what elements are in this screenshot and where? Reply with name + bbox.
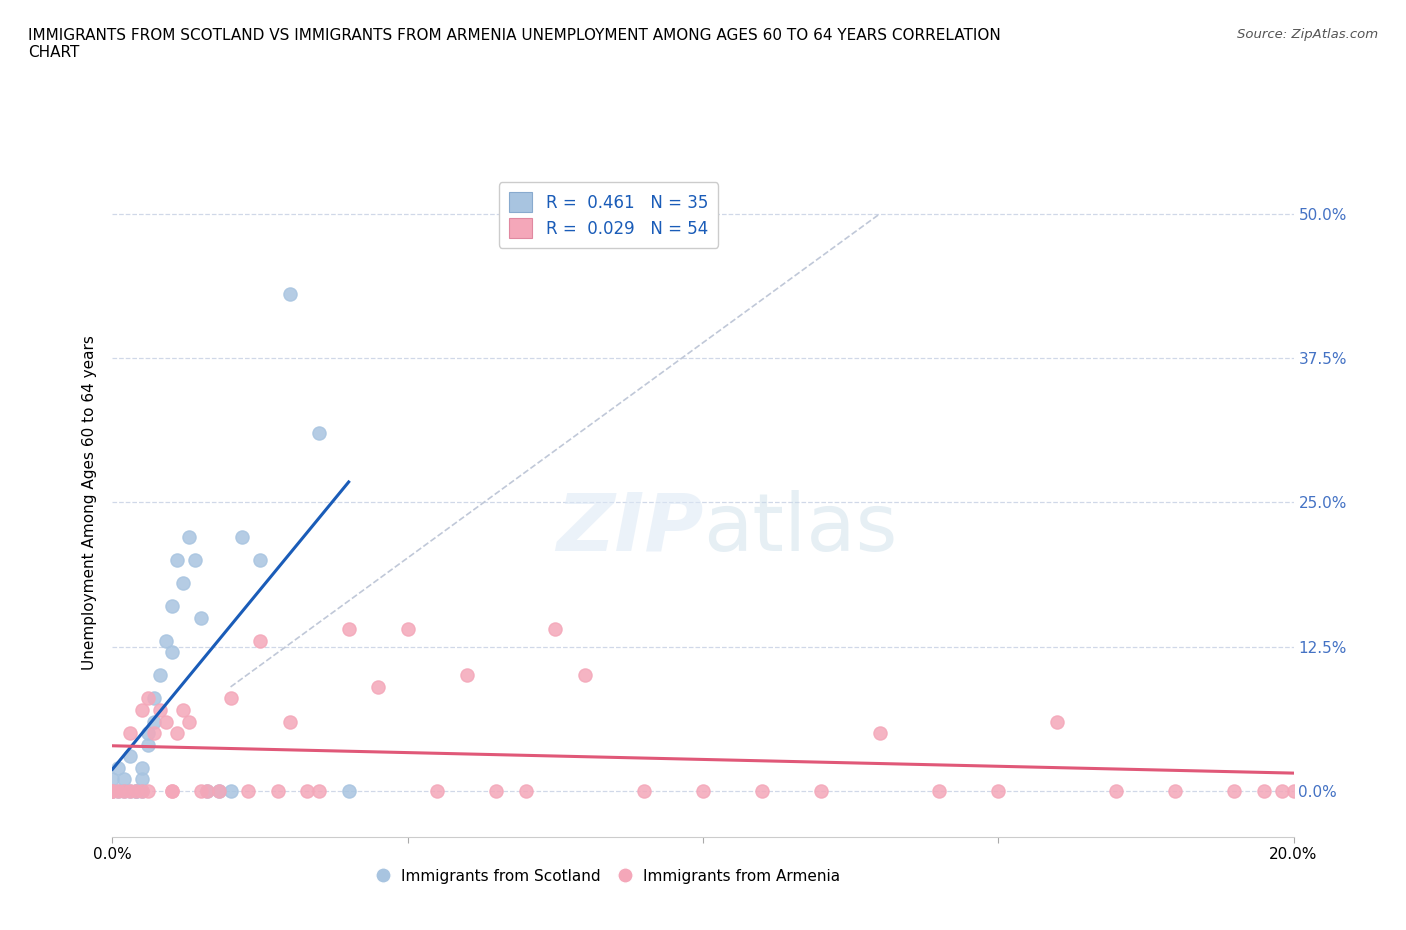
Point	[160, 599, 183, 614]
Point	[987, 783, 1010, 798]
Point	[456, 668, 478, 683]
Point	[136, 691, 159, 706]
Point	[136, 725, 159, 740]
Point	[308, 426, 330, 441]
Point	[1294, 783, 1316, 798]
Point	[142, 691, 165, 706]
Point	[1105, 783, 1128, 798]
Point	[112, 783, 135, 798]
Point	[101, 783, 124, 798]
Point	[131, 702, 153, 717]
Point	[810, 783, 832, 798]
Point	[231, 529, 253, 544]
Point	[172, 702, 194, 717]
Point	[120, 783, 142, 798]
Point	[131, 761, 153, 776]
Point	[190, 783, 212, 798]
Point	[208, 783, 231, 798]
Text: Source: ZipAtlas.com: Source: ZipAtlas.com	[1237, 28, 1378, 41]
Point	[249, 633, 271, 648]
Point	[166, 725, 188, 740]
Point	[515, 783, 537, 798]
Point	[120, 725, 142, 740]
Point	[195, 783, 218, 798]
Point	[142, 714, 165, 729]
Point	[692, 783, 714, 798]
Point	[107, 783, 129, 798]
Point	[249, 552, 271, 567]
Point	[172, 576, 194, 591]
Point	[107, 783, 129, 798]
Point	[238, 783, 260, 798]
Point	[125, 783, 148, 798]
Point	[195, 783, 218, 798]
Point	[208, 783, 231, 798]
Text: IMMIGRANTS FROM SCOTLAND VS IMMIGRANTS FROM ARMENIA UNEMPLOYMENT AMONG AGES 60 T: IMMIGRANTS FROM SCOTLAND VS IMMIGRANTS F…	[28, 28, 1001, 60]
Y-axis label: Unemployment Among Ages 60 to 64 years: Unemployment Among Ages 60 to 64 years	[82, 335, 97, 670]
Point	[337, 622, 360, 637]
Point	[149, 702, 172, 717]
Point	[142, 725, 165, 740]
Point	[112, 783, 135, 798]
Point	[308, 783, 330, 798]
Point	[1312, 725, 1334, 740]
Text: atlas: atlas	[703, 490, 897, 568]
Point	[267, 783, 290, 798]
Point	[101, 783, 124, 798]
Point	[367, 680, 389, 695]
Point	[101, 772, 124, 787]
Point	[337, 783, 360, 798]
Point	[112, 772, 135, 787]
Point	[1271, 783, 1294, 798]
Point	[485, 783, 508, 798]
Point	[190, 610, 212, 625]
Point	[136, 783, 159, 798]
Legend: Immigrants from Scotland, Immigrants from Armenia: Immigrants from Scotland, Immigrants fro…	[370, 862, 846, 890]
Point	[131, 772, 153, 787]
Text: ZIP: ZIP	[555, 490, 703, 568]
Point	[1253, 783, 1275, 798]
Point	[1046, 714, 1069, 729]
Point	[120, 783, 142, 798]
Point	[149, 668, 172, 683]
Point	[574, 668, 596, 683]
Point	[751, 783, 773, 798]
Point	[101, 783, 124, 798]
Point	[125, 783, 148, 798]
Point	[125, 783, 148, 798]
Point	[219, 783, 242, 798]
Point	[278, 287, 301, 302]
Point	[155, 633, 177, 648]
Point	[179, 714, 201, 729]
Point	[160, 644, 183, 659]
Point	[869, 725, 891, 740]
Point	[1223, 783, 1246, 798]
Point	[928, 783, 950, 798]
Point	[101, 783, 124, 798]
Point	[107, 761, 129, 776]
Point	[120, 749, 142, 764]
Point	[426, 783, 449, 798]
Point	[131, 783, 153, 798]
Point	[184, 552, 207, 567]
Point	[166, 552, 188, 567]
Point	[278, 714, 301, 729]
Point	[1282, 783, 1305, 798]
Point	[160, 783, 183, 798]
Point	[136, 737, 159, 752]
Point	[155, 714, 177, 729]
Point	[131, 783, 153, 798]
Point	[160, 783, 183, 798]
Point	[633, 783, 655, 798]
Point	[544, 622, 567, 637]
Point	[297, 783, 319, 798]
Point	[179, 529, 201, 544]
Point	[1164, 783, 1187, 798]
Point	[396, 622, 419, 637]
Point	[219, 691, 242, 706]
